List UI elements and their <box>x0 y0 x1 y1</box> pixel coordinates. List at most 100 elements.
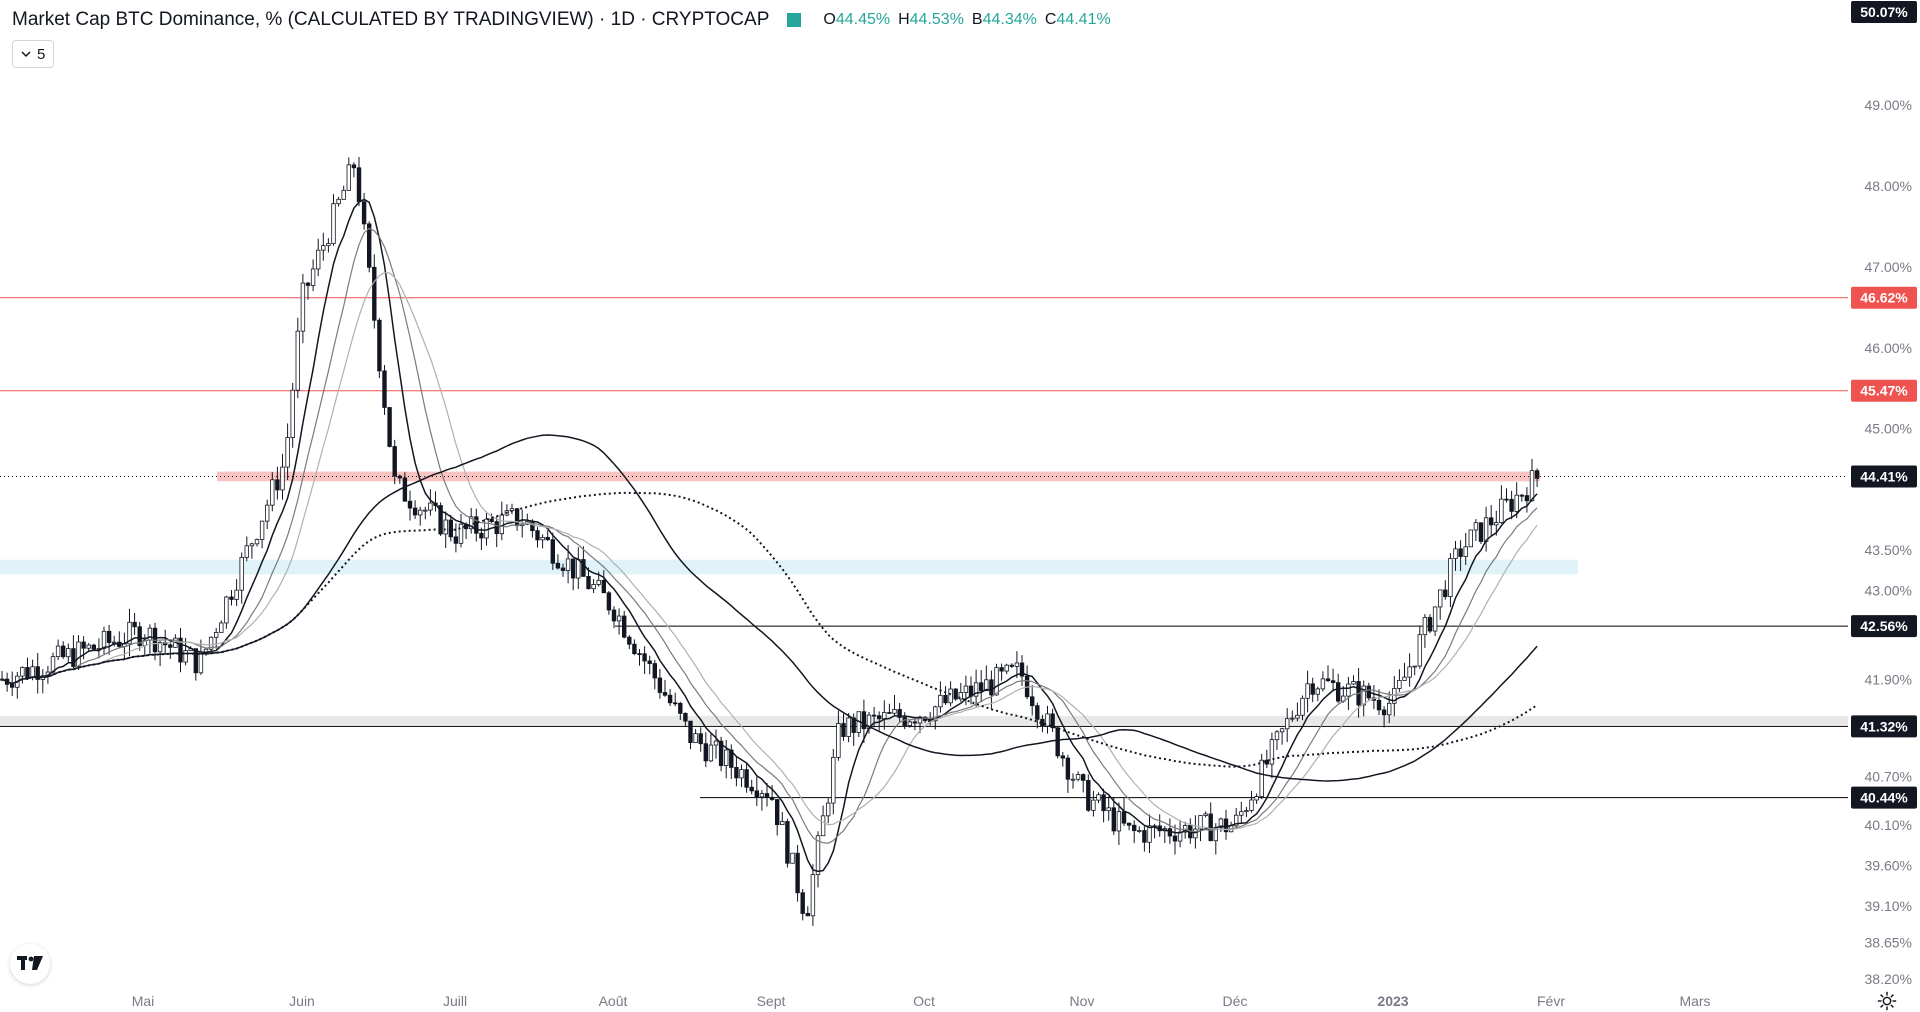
candle-body[interactable] <box>581 559 586 577</box>
candle-body[interactable] <box>1407 666 1412 678</box>
candle-body[interactable] <box>1290 717 1295 720</box>
candle-body[interactable] <box>382 370 387 408</box>
candle-body[interactable] <box>1300 697 1305 716</box>
candle-body[interactable] <box>458 523 464 544</box>
candle-body[interactable] <box>652 663 657 679</box>
candle-body[interactable] <box>769 796 775 800</box>
candle-body[interactable] <box>1234 814 1239 827</box>
candle-body[interactable] <box>622 615 627 638</box>
candle-body[interactable] <box>208 636 214 650</box>
candle-body[interactable] <box>734 767 739 779</box>
candle-body[interactable] <box>861 711 867 730</box>
candle-body[interactable] <box>1387 702 1392 716</box>
candle-body[interactable] <box>662 692 668 696</box>
candle-body[interactable] <box>673 702 678 705</box>
candle-body[interactable] <box>892 709 897 714</box>
indicators-toggle-button[interactable]: 5 <box>12 40 55 68</box>
candle-body[interactable] <box>61 645 66 658</box>
candle-body[interactable] <box>989 679 994 696</box>
candle-body[interactable] <box>1198 815 1203 830</box>
candle-body[interactable] <box>1381 709 1387 716</box>
candle-body[interactable] <box>994 667 999 696</box>
candle-body[interactable] <box>637 653 642 656</box>
candle-body[interactable] <box>392 446 397 477</box>
candle-body[interactable] <box>157 641 163 653</box>
candle-body[interactable] <box>642 653 647 662</box>
candle-body[interactable] <box>351 164 357 169</box>
candle-body[interactable] <box>1499 498 1504 523</box>
candle-body[interactable] <box>775 799 780 826</box>
candle-body[interactable] <box>678 702 683 714</box>
candle-body[interactable] <box>428 502 433 511</box>
candle-body[interactable] <box>764 793 770 798</box>
candle-body[interactable] <box>1086 779 1091 811</box>
candle-body[interactable] <box>1524 495 1530 502</box>
candle-body[interactable] <box>1417 634 1422 667</box>
candle-body[interactable] <box>1009 664 1014 667</box>
candle-body[interactable] <box>1443 589 1448 598</box>
candle-body[interactable] <box>219 622 224 633</box>
candle-body[interactable] <box>1239 811 1244 816</box>
candle-body[interactable] <box>606 592 612 611</box>
candle-body[interactable] <box>984 679 989 692</box>
candle-body[interactable] <box>749 786 754 792</box>
candle-body[interactable] <box>907 721 912 726</box>
candle-body[interactable] <box>1402 676 1407 681</box>
candle-body[interactable] <box>586 576 591 590</box>
candle-body[interactable] <box>71 648 76 667</box>
candle-body[interactable] <box>938 694 943 708</box>
candle-body[interactable] <box>708 744 714 762</box>
candle-body[interactable] <box>703 743 708 762</box>
candle-body[interactable] <box>1336 682 1341 702</box>
candle-body[interactable] <box>958 692 963 700</box>
candle-body[interactable] <box>1070 778 1076 781</box>
candle-body[interactable] <box>724 749 729 766</box>
candle-body[interactable] <box>168 644 173 648</box>
candle-body[interactable] <box>953 688 958 700</box>
candle-body[interactable] <box>305 282 311 286</box>
candle-body[interactable] <box>1422 617 1428 636</box>
candle-body[interactable] <box>591 584 596 590</box>
candle-body[interactable] <box>76 641 81 667</box>
candle-body[interactable] <box>815 835 821 875</box>
candle-body[interactable] <box>254 539 260 545</box>
candle-body[interactable] <box>295 330 300 391</box>
candle-body[interactable] <box>234 589 239 600</box>
candle-body[interactable] <box>1269 739 1275 765</box>
candle-body[interactable] <box>377 319 382 372</box>
candle-body[interactable] <box>1050 713 1055 729</box>
candle-body[interactable] <box>1463 546 1468 557</box>
candle-body[interactable] <box>1091 799 1096 811</box>
candle-body[interactable] <box>611 609 617 622</box>
candle-body[interactable] <box>1132 824 1137 832</box>
candle-body[interactable] <box>106 630 112 644</box>
candle-body[interactable] <box>1305 683 1310 699</box>
candle-body[interactable] <box>780 821 785 826</box>
candle-body[interactable] <box>1412 665 1417 668</box>
candle-body[interactable] <box>1254 796 1259 801</box>
candle-body[interactable] <box>1351 681 1356 685</box>
candle-body[interactable] <box>1106 807 1111 812</box>
candle-body[interactable] <box>412 507 418 516</box>
candle-body[interactable] <box>1478 522 1484 542</box>
candle-body[interactable] <box>1096 794 1101 801</box>
candle-body[interactable] <box>545 536 550 541</box>
candle-body[interactable] <box>1208 813 1213 842</box>
candle-body[interactable] <box>698 733 703 745</box>
candle-body[interactable] <box>213 632 219 638</box>
candle-body[interactable] <box>871 714 877 717</box>
candle-body[interactable] <box>1244 810 1249 813</box>
candle-body[interactable] <box>836 723 841 758</box>
candle-body[interactable] <box>423 509 428 512</box>
candle-body[interactable] <box>198 651 204 674</box>
candle-body[interactable] <box>1004 664 1009 672</box>
candle-body[interactable] <box>1514 494 1519 512</box>
candle-body[interactable] <box>565 558 571 571</box>
candle-body[interactable] <box>744 769 749 788</box>
candle-body[interactable] <box>81 641 86 649</box>
candle-body[interactable] <box>688 720 693 744</box>
candle-body[interactable] <box>739 769 744 779</box>
candle-body[interactable] <box>1427 617 1433 632</box>
candle-body[interactable] <box>576 559 581 579</box>
candle-body[interactable] <box>1019 662 1025 677</box>
